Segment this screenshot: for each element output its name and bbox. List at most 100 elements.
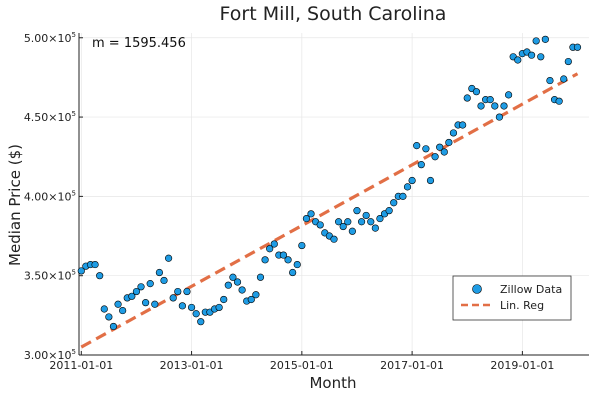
data-point <box>284 256 292 264</box>
slope-annotation: m = 1595.456 <box>92 36 186 51</box>
data-point <box>527 51 536 59</box>
data-point <box>279 251 288 259</box>
data-point <box>109 322 118 331</box>
data-point <box>183 287 191 296</box>
data-point <box>491 102 499 110</box>
x-tick-label: 2015-01-01 <box>270 359 334 372</box>
axes: 2011-01-01 2013-01-01 2015-01-01 2017-01-01… <box>24 31 589 372</box>
data-point <box>132 287 141 296</box>
data-point <box>362 211 370 220</box>
data-point <box>266 245 274 253</box>
data-point <box>293 260 301 269</box>
data-point <box>146 280 154 288</box>
data-point <box>100 305 108 313</box>
data-point <box>459 121 467 129</box>
y-tick-label: 4.50×105 <box>24 110 76 124</box>
y-tick-label: 5.00×105 <box>24 31 76 45</box>
data-point <box>164 254 173 262</box>
legend-box <box>452 275 572 321</box>
data-point <box>298 241 306 250</box>
legend: Zillow Data Lin. Reg <box>452 275 572 321</box>
data-point <box>289 268 297 277</box>
data-point <box>537 53 545 61</box>
data-point <box>334 218 343 226</box>
data-point <box>436 143 444 151</box>
data-point <box>178 302 186 310</box>
data-point <box>137 283 145 291</box>
data-point <box>564 57 572 66</box>
data-point <box>238 286 246 294</box>
data-point <box>77 267 85 275</box>
x-tick-label: 2017-01-01 <box>380 359 444 372</box>
data-point <box>174 287 182 296</box>
data-point <box>440 148 448 156</box>
data-point <box>307 210 315 218</box>
data-point <box>339 222 347 231</box>
y-axis-title: Median Price ($) <box>6 144 24 266</box>
data-point <box>105 313 113 321</box>
data-point <box>155 268 164 277</box>
data-point <box>252 291 260 299</box>
data-point <box>357 218 366 226</box>
data-point <box>449 129 458 137</box>
data-point <box>408 176 416 185</box>
data-point <box>128 292 136 300</box>
data-point <box>399 192 407 200</box>
data-point <box>367 218 375 226</box>
data-point <box>390 199 398 207</box>
data-point <box>197 318 205 326</box>
legend-label-zillow: Zillow Data <box>500 283 562 296</box>
data-point <box>403 183 412 191</box>
legend-label-linreg: Lin. Reg <box>500 299 544 312</box>
data-point <box>472 88 481 96</box>
data-point <box>229 273 237 281</box>
data-point <box>573 43 582 51</box>
data-point <box>160 276 168 285</box>
x-axis-title: Month <box>309 374 356 392</box>
data-point <box>477 102 485 110</box>
data-point <box>224 281 232 289</box>
data-point <box>495 113 504 121</box>
data-point <box>344 218 352 226</box>
data-point <box>247 295 255 304</box>
data-point <box>431 153 439 161</box>
data-point <box>119 306 127 315</box>
chart-title: Fort Mill, South Carolina <box>220 3 447 25</box>
data-point <box>215 303 223 312</box>
data-point <box>330 235 338 243</box>
data-point <box>413 142 421 150</box>
data-point <box>302 214 311 223</box>
data-point <box>426 176 435 185</box>
regression-line <box>80 72 579 349</box>
data-point <box>445 138 453 147</box>
x-tick-label: 2011-01-01 <box>49 359 113 372</box>
legend-scatter-marker <box>472 284 482 294</box>
data-point <box>261 256 269 264</box>
data-point <box>371 224 379 232</box>
x-tick-label: 2013-01-01 <box>160 359 224 372</box>
data-point <box>96 272 104 280</box>
y-tick-label: 3.50×105 <box>24 269 76 283</box>
data-point <box>270 240 278 248</box>
data-point <box>555 97 563 105</box>
data-point <box>463 94 471 102</box>
data-point <box>192 310 200 318</box>
data-point <box>348 227 356 235</box>
data-point <box>560 75 568 83</box>
data-point <box>486 96 494 104</box>
data-point <box>169 294 177 302</box>
data-point <box>376 214 384 223</box>
data-point <box>422 145 430 153</box>
data-point <box>151 300 159 308</box>
data-point <box>546 76 554 85</box>
data-point <box>256 273 265 281</box>
data-point <box>220 295 228 304</box>
data-point <box>514 56 522 64</box>
data-point <box>504 91 513 99</box>
data-point <box>417 161 425 169</box>
data-point <box>500 102 508 110</box>
data-point <box>91 260 99 269</box>
data-marks <box>77 35 582 349</box>
